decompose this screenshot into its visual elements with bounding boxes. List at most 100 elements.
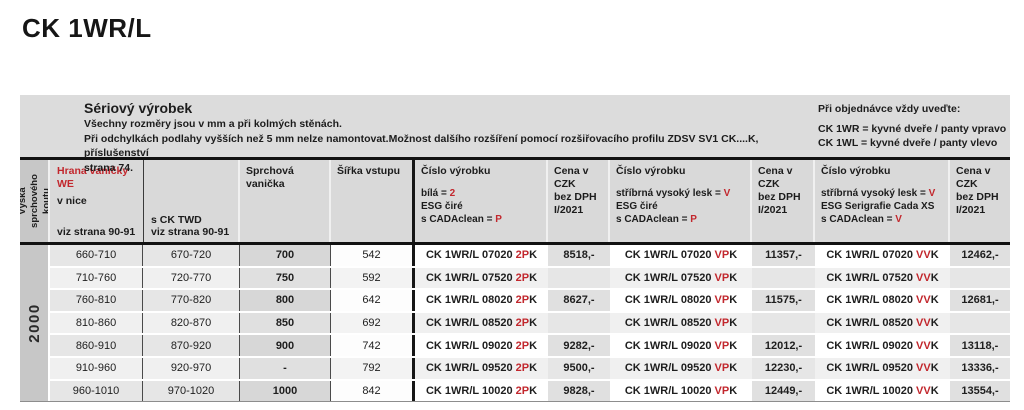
series-info: Sériový výrobek Všechny rozměry jsou v m… [84, 100, 784, 176]
cell-product-code: CK 1WR/L 08020 VV K [815, 290, 950, 311]
legend-glass: ESG čiré [616, 201, 658, 213]
cell-product-code: CK 1WR/L 10020 VV K [815, 380, 950, 402]
legend-cadaclean: s CADAclean = P [421, 214, 502, 226]
cell-product-code: CK 1WR/L 07520 VP K [610, 267, 752, 289]
height-value-cell: 2000 [20, 245, 50, 402]
twd-page-ref: viz strana 90-91 [143, 226, 238, 242]
col-header-price-2: Cena v CZK bez DPH I/2021 [752, 160, 815, 242]
series-heading: Sériový výrobek [84, 100, 193, 116]
cell-entry-width: 692 [331, 312, 415, 334]
table-body: 2000 660-710 670-720 700 542 CK 1WR/L 07… [20, 245, 1010, 403]
cell-product-code: CK 1WR/L 07020 VV K [815, 245, 950, 266]
cell-range-twd: 770-820 [143, 290, 240, 311]
col-header-product-no-white: Číslo výrobku bílá = 2 ESG čiré s CADAcl… [415, 160, 548, 242]
cell-entry-width: 742 [331, 335, 415, 356]
cell-range-twd: 670-720 [143, 245, 240, 266]
cell-entry-width: 842 [331, 380, 415, 402]
col-header-twd: s CK TWD [143, 160, 238, 226]
order-note: Při objednávce vždy uveďte: CK 1WR = kyv… [818, 103, 1008, 150]
cell-price: 8518,- [548, 245, 610, 266]
cell-product-code: CK 1WR/L 07020 VP K [610, 245, 752, 266]
order-note-body: CK 1WR = kyvné dveře / panty vpravo CK 1… [818, 123, 1007, 150]
col-header-niche: v nice [57, 195, 87, 208]
cell-product-code: CK 1WR/L 09520 VP K [610, 357, 752, 379]
cell-price: 9500,- [548, 357, 610, 379]
legend-cadaclean: s CADAclean = V [821, 214, 902, 226]
cell-tray-width: 850 [240, 312, 331, 334]
legend-cadaclean: s CADAclean = P [616, 214, 697, 226]
cell-tray-width: 800 [240, 290, 331, 311]
cell-product-code: CK 1WR/L 09020 2P K [415, 335, 548, 356]
cell-tray-width: 750 [240, 267, 331, 289]
cell-price [752, 312, 815, 334]
cell-price: 12012,- [752, 335, 815, 356]
col-header-height-axis: Výška sprchového koutu [20, 160, 50, 242]
cell-price: 9282,- [548, 335, 610, 356]
cell-tray-width: 900 [240, 335, 331, 356]
cell-range-twd: 820-870 [143, 312, 240, 334]
cell-price [548, 312, 610, 334]
info-band: Sériový výrobek Všechny rozměry jsou v m… [20, 95, 1010, 174]
cell-product-code: CK 1WR/L 08020 2P K [415, 290, 548, 311]
cell-range-nice: 910-960 [50, 357, 143, 379]
product-price-table: Sériový výrobek Všechny rozměry jsou v m… [20, 95, 1010, 403]
legend-white: bílá = 2 [421, 188, 456, 200]
col-header-tray-edge-group: Hrana vaničky WE v nice s CK TWD viz str… [50, 160, 240, 242]
cell-product-code: CK 1WR/L 10020 2P K [415, 380, 548, 402]
cell-range-nice: 960-1010 [50, 380, 143, 402]
legend-silver: stříbrná vysoký lesk = V [821, 188, 936, 200]
cell-range-nice: 660-710 [50, 245, 143, 266]
cell-product-code: CK 1WR/L 07520 2P K [415, 267, 548, 289]
cell-price: 12449,- [752, 380, 815, 402]
cell-product-code: CK 1WR/L 09020 VV K [815, 335, 950, 356]
cell-range-twd: 970-1020 [143, 380, 240, 402]
cell-product-code: CK 1WR/L 10020 VP K [610, 380, 752, 402]
col-header-shower-tray: Sprchová vanička [240, 160, 331, 242]
cell-product-code: CK 1WR/L 08520 VP K [610, 312, 752, 334]
data-grid: 660-710 670-720 700 542 CK 1WR/L 07020 2… [50, 245, 1010, 402]
cell-price: 12681,- [950, 290, 1010, 311]
cell-price: 8627,- [548, 290, 610, 311]
cell-product-code: CK 1WR/L 08520 2P K [415, 312, 548, 334]
col-header-price-1: Cena v CZK bez DPH I/2021 [548, 160, 610, 242]
cell-range-nice: 860-910 [50, 335, 143, 356]
cell-entry-width: 542 [331, 245, 415, 266]
niche-page-ref: viz strana 90-91 [57, 226, 136, 238]
cell-range-twd: 720-770 [143, 267, 240, 289]
cell-tray-width: - [240, 357, 331, 379]
col-header-product-no-silver: Číslo výrobku stříbrná vysoký lesk = V E… [610, 160, 752, 242]
cell-price: 13336,- [950, 357, 1010, 379]
cell-range-twd: 920-970 [143, 357, 240, 379]
legend-glass: ESG Serigrafie Cada XS [821, 201, 935, 213]
cell-entry-width: 592 [331, 267, 415, 289]
cell-range-nice: 810-860 [50, 312, 143, 334]
page-title: CK 1WR/L [22, 13, 152, 43]
cell-product-code: CK 1WR/L 09020 VP K [610, 335, 752, 356]
cell-price [950, 312, 1010, 334]
tray-edge-title: Hrana vaničky WE [57, 165, 129, 190]
cell-product-code: CK 1WR/L 07520 VV K [815, 267, 950, 289]
cell-product-code: CK 1WR/L 07020 2P K [415, 245, 548, 266]
cell-price [950, 267, 1010, 289]
cell-price [548, 267, 610, 289]
legend-glass: ESG čiré [421, 201, 463, 213]
cell-entry-width: 792 [331, 357, 415, 379]
table-header-row: Výška sprchového koutu Hrana vaničky WE … [20, 157, 1010, 245]
col-header-product-no-serigrafie: Číslo výrobku stříbrná vysoký lesk = V E… [815, 160, 950, 242]
cell-product-code: CK 1WR/L 08020 VP K [610, 290, 752, 311]
legend-silver: stříbrná vysoký lesk = V [616, 188, 731, 200]
cell-price: 11575,- [752, 290, 815, 311]
col-header-price-3: Cena v CZK bez DPH I/2021 [950, 160, 1010, 242]
cell-price: 9828,- [548, 380, 610, 402]
cell-range-nice: 760-810 [50, 290, 143, 311]
cell-price: 13554,- [950, 380, 1010, 402]
cell-product-code: CK 1WR/L 09520 2P K [415, 357, 548, 379]
cell-price: 13118,- [950, 335, 1010, 356]
cell-product-code: CK 1WR/L 08520 VV K [815, 312, 950, 334]
cell-price: 12462,- [950, 245, 1010, 266]
cell-entry-width: 642 [331, 290, 415, 311]
cell-price: 11357,- [752, 245, 815, 266]
cell-tray-width: 1000 [240, 380, 331, 402]
cell-tray-width: 700 [240, 245, 331, 266]
order-note-heading: Při objednávce vždy uveďte: [818, 103, 961, 115]
